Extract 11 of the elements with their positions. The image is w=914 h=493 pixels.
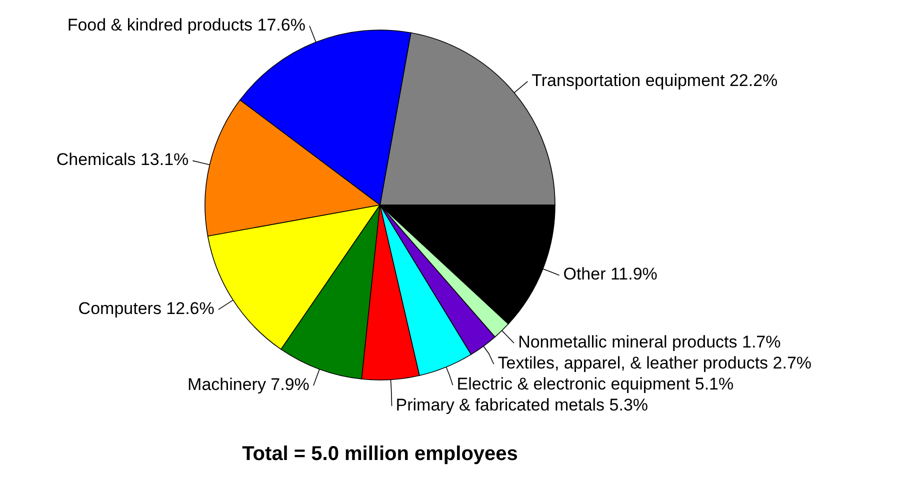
slice-label: Chemicals 13.1% — [56, 150, 189, 170]
slice-label: Food & kindred products 17.6% — [67, 15, 306, 34]
slice-label: Primary & fabricated metals 5.3% — [396, 396, 648, 415]
slice-label: Machinery 7.9% — [188, 375, 310, 394]
slice-label: Nonmetallic mineral products 1.7% — [518, 332, 781, 352]
slice-label: Other 11.9% — [563, 264, 658, 284]
text: Total = 5.0 million employees — [242, 443, 518, 465]
slice-label: Electric & electronic equipment 5.1% — [456, 374, 734, 394]
slice-label: Transportation equipment 22.2% — [532, 70, 778, 90]
slice-label: Textiles, apparel, & leather products 2.7% — [498, 354, 812, 373]
slice-label: Computers 12.6% — [78, 299, 214, 318]
